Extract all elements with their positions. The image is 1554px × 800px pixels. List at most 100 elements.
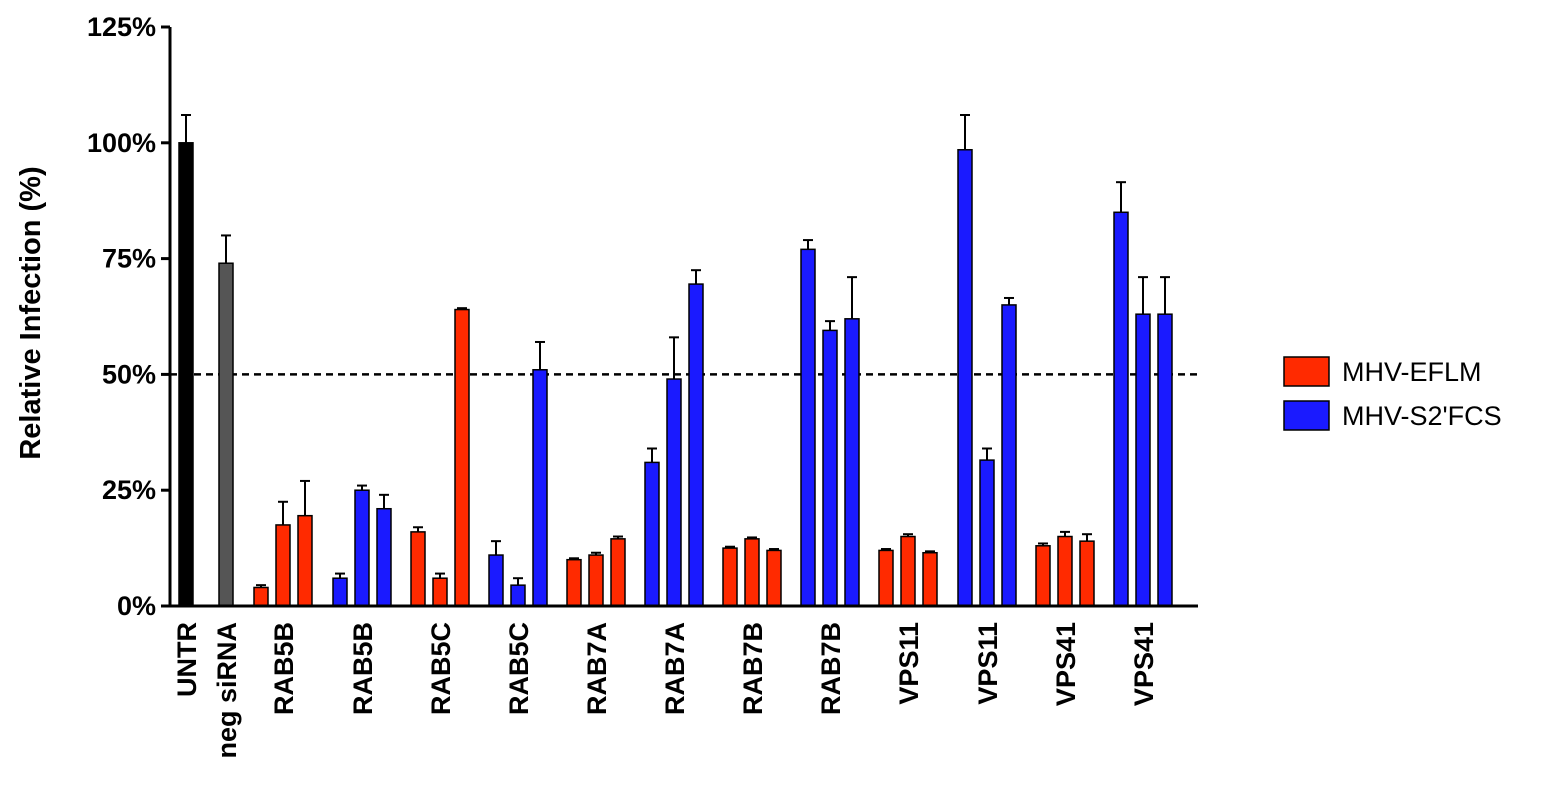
- error-bar: [591, 551, 601, 556]
- bar-group-13: [1035, 530, 1095, 607]
- bar: [688, 283, 704, 607]
- legend: MHV-EFLM MHV-S2'FCS: [1283, 356, 1502, 431]
- y-tick-label: 100%: [87, 128, 156, 158]
- bar: [275, 524, 291, 607]
- bar: [957, 148, 973, 607]
- bar: [488, 554, 504, 607]
- y-tick-labels: 0% 25% 50% 75% 100% 125%: [87, 12, 156, 621]
- x-tick-label: RAB7B: [738, 622, 768, 715]
- error-bar: [769, 548, 779, 551]
- error-bar: [982, 447, 992, 461]
- y-axis-title: Relative Infection (%): [15, 166, 47, 459]
- x-category-labels: UNTR neg siRNA RAB5B RAB5B RAB5C RAB5C RAB7A RA…: [172, 622, 1159, 759]
- legend-swatch: [1283, 400, 1330, 431]
- x-tick-label: VPS11: [973, 622, 1003, 705]
- bar: [532, 369, 548, 607]
- error-bar: [457, 307, 467, 310]
- bar: [1035, 545, 1051, 607]
- error-bar: [1038, 542, 1048, 546]
- bar: [666, 378, 682, 607]
- error-bar: [569, 557, 579, 560]
- x-tick-label: RAB5C: [504, 622, 534, 715]
- bar: [566, 558, 582, 607]
- error-bar: [669, 336, 679, 380]
- bar: [822, 329, 838, 607]
- x-tick-label: UNTR: [172, 622, 202, 697]
- bar-group-7: [566, 535, 626, 607]
- bars-layer: [178, 114, 1173, 607]
- x-tick-label: RAB5C: [426, 622, 456, 715]
- error-bar: [960, 114, 970, 150]
- bar: [1135, 313, 1151, 607]
- error-bar: [647, 447, 657, 463]
- bar-group-9: [722, 536, 782, 607]
- error-bar: [221, 234, 231, 264]
- error-bar: [379, 493, 389, 509]
- error-bar: [881, 548, 891, 551]
- error-bar: [300, 479, 310, 516]
- legend-label: MHV-S2'FCS: [1342, 401, 1502, 431]
- bar: [454, 308, 470, 607]
- bar: [410, 531, 426, 607]
- legend-swatch: [1283, 356, 1330, 387]
- y-tick-label: 50%: [102, 359, 156, 389]
- bar: [510, 584, 526, 607]
- bar: [1157, 313, 1173, 607]
- bar: [800, 248, 816, 607]
- x-tick-label: neg siRNA: [212, 622, 242, 759]
- error-bar: [413, 526, 423, 532]
- x-tick-label: RAB7A: [582, 622, 612, 715]
- error-bar: [925, 550, 935, 553]
- bar-group-2: [218, 234, 234, 607]
- error-bar: [725, 545, 735, 549]
- error-bar: [535, 340, 545, 370]
- bar: [432, 577, 448, 607]
- x-tick-label: RAB5B: [269, 622, 299, 715]
- error-bar: [491, 540, 501, 556]
- bar: [253, 586, 269, 607]
- error-bar: [1138, 276, 1148, 315]
- bar: [979, 459, 995, 607]
- bar-group-1: [178, 114, 194, 607]
- error-bar: [691, 269, 701, 285]
- bar-group-12: [957, 114, 1017, 607]
- bar: [878, 549, 894, 607]
- bar-group-4: [332, 484, 392, 607]
- bar-group-11: [878, 533, 938, 607]
- error-bar: [435, 572, 445, 579]
- bar: [1057, 535, 1073, 607]
- error-bar: [335, 572, 345, 579]
- legend-item: MHV-EFLM: [1283, 356, 1482, 387]
- bar: [178, 142, 194, 607]
- bar: [1113, 211, 1129, 607]
- error-bar: [803, 239, 813, 250]
- y-tick-label: 125%: [87, 12, 156, 42]
- bar: [744, 538, 760, 607]
- error-bar: [903, 533, 913, 537]
- bar: [610, 538, 626, 607]
- error-bar: [1160, 276, 1170, 315]
- bar: [722, 547, 738, 607]
- bar: [588, 554, 604, 607]
- error-bar: [278, 500, 288, 525]
- error-bar: [1082, 533, 1092, 542]
- legend-item: MHV-S2'FCS: [1283, 400, 1502, 431]
- y-tick-label: 75%: [102, 244, 156, 274]
- error-bar: [747, 536, 757, 539]
- legend-label: MHV-EFLM: [1342, 357, 1482, 387]
- bar: [332, 577, 348, 607]
- bar: [844, 318, 860, 607]
- error-bar: [181, 114, 191, 143]
- bar: [766, 549, 782, 607]
- y-tick-label: 0%: [117, 591, 156, 621]
- bar-group-3: [253, 479, 313, 607]
- error-bar: [357, 484, 367, 491]
- x-tick-label: RAB5B: [348, 622, 378, 715]
- x-tick-label: RAB7B: [816, 622, 846, 715]
- x-tick-label: VPS11: [894, 622, 924, 705]
- x-tick-label: RAB7A: [660, 622, 690, 715]
- bar: [1001, 304, 1017, 607]
- x-tick-label: VPS41: [1051, 622, 1081, 706]
- error-bar: [256, 584, 266, 588]
